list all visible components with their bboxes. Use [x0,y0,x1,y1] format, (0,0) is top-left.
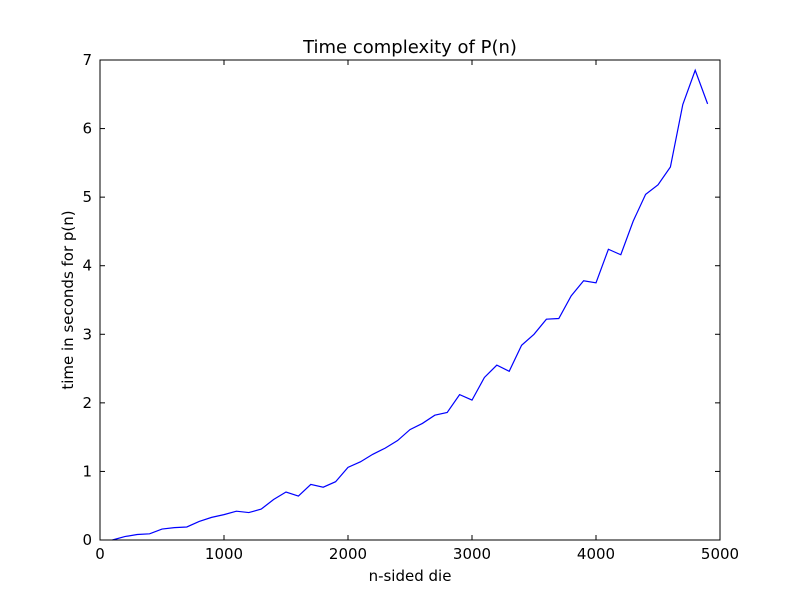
y-tick-label: 1 [82,462,92,480]
x-tick-label: 5000 [701,545,739,563]
y-tick-label: 3 [82,325,92,343]
y-tick-label: 0 [82,531,92,549]
x-axis-ticks: 0 1000 2000 3000 4000 5000 [95,60,739,563]
x-axis-label: n-sided die [369,567,452,585]
y-axis-ticks: 0 1 2 3 4 5 6 7 [82,51,720,549]
y-tick-label: 2 [82,394,92,412]
x-tick-label: 2000 [329,545,367,563]
plot-area-frame [99,59,721,541]
x-tick-label: 4000 [577,545,615,563]
series-layer [112,68,709,541]
x-tick-label: 3000 [453,545,491,563]
chart-title: Time complexity of P(n) [302,37,517,58]
y-axis-label: time in seconds for p(n) [59,210,77,389]
y-tick-label: 4 [82,257,92,275]
x-tick-label: 0 [95,545,105,563]
y-tick-label: 7 [82,51,92,69]
y-tick-label: 6 [82,120,92,138]
x-tick-label: 1000 [205,545,243,563]
series-line [112,68,709,541]
y-tick-label: 5 [82,188,92,206]
